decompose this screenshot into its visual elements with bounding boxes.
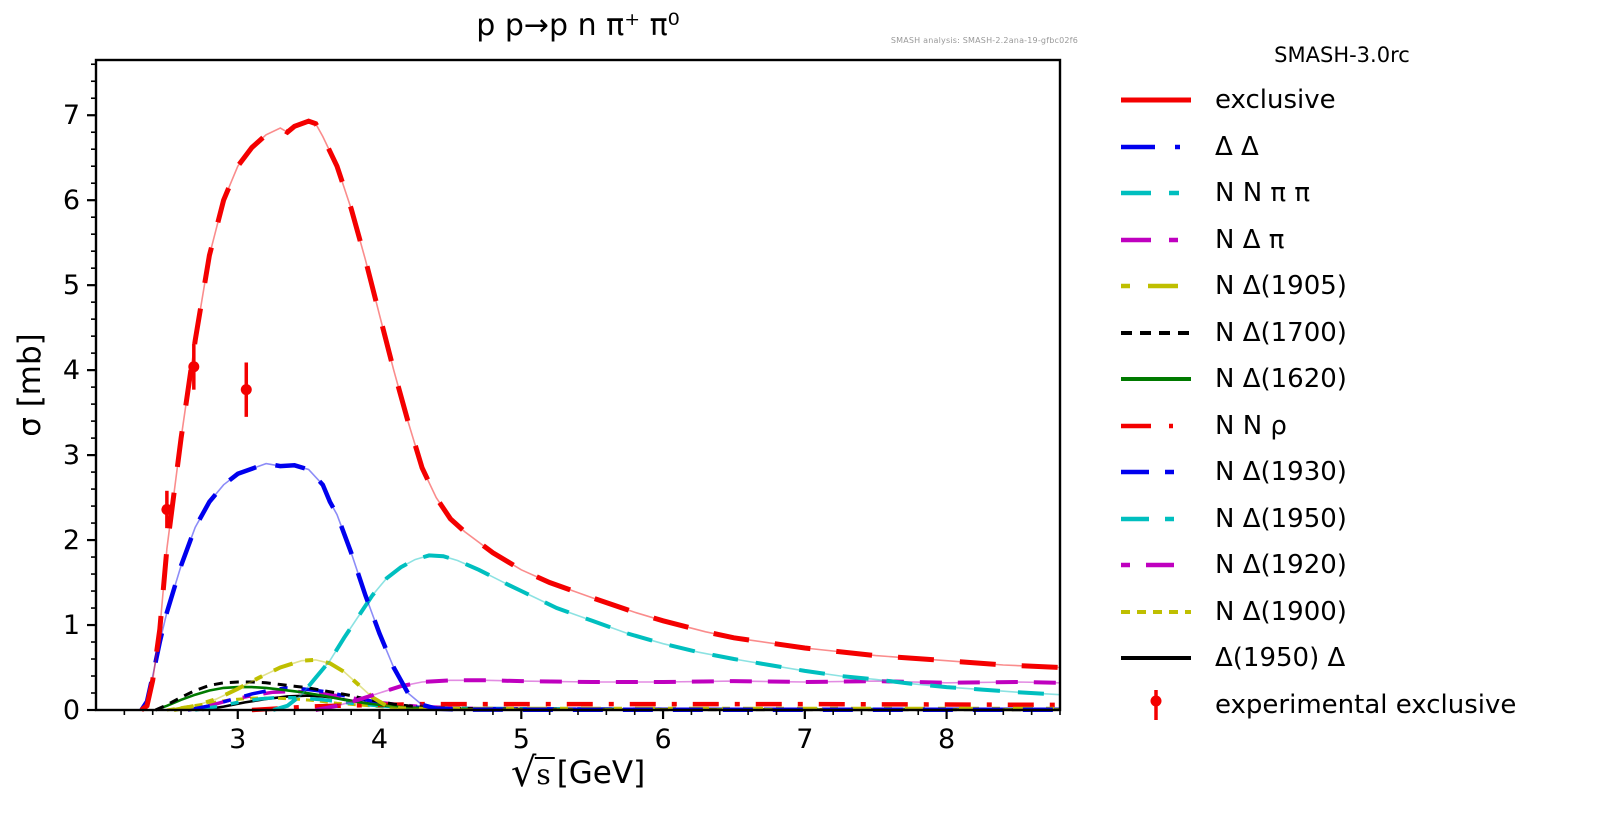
- legend-sample-nn-rho: [1121, 423, 1191, 428]
- legend: SMASH-3.0rc exclusive Δ Δ N N π π N Δ π N Δ(…: [1103, 40, 1581, 728]
- legend-label: N Δ(1620): [1215, 364, 1347, 395]
- legend-sample-n-delta-1900: [1121, 609, 1191, 614]
- data-marker: [188, 361, 200, 373]
- y-tick-label: 7: [63, 100, 80, 131]
- legend-label: N Δ(1900): [1215, 596, 1347, 627]
- x-tick-label: 8: [938, 724, 955, 755]
- experimental-point: [188, 343, 200, 390]
- legend-entry-n-delta-pi: N Δ π: [1103, 217, 1581, 264]
- series-exclusive-underlay-line: [140, 120, 1061, 711]
- legend-entry-delta-delta: Δ Δ: [1103, 124, 1581, 171]
- legend-entry-nn-pi-pi: N N π π: [1103, 170, 1581, 217]
- experimental-point: [161, 490, 173, 529]
- experimental-point: [240, 362, 252, 417]
- legend-entry-experimental-exclusive: experimental exclusive: [1103, 682, 1581, 729]
- x-tick-label: 6: [654, 724, 671, 755]
- y-tick-label: 6: [63, 185, 80, 216]
- series-delta-delta-underlay-line: [140, 462, 1060, 711]
- y-tick-label: 2: [63, 525, 80, 556]
- legend-entry-nn-rho: N N ρ: [1103, 403, 1581, 450]
- legend-label: Δ(1950) Δ: [1215, 643, 1346, 674]
- legend-sample-n-delta-1920: [1121, 563, 1191, 568]
- x-tick-label: 7: [796, 724, 813, 755]
- x-axis-label: √ s [GeV]: [511, 753, 645, 793]
- legend-label: N N ρ: [1215, 410, 1287, 441]
- sqrt-argument: s: [534, 757, 555, 789]
- y-tick-label: 5: [63, 270, 80, 301]
- legend-label: N Δ(1700): [1215, 317, 1347, 348]
- series-delta-delta: [139, 461, 1060, 712]
- series-exclusive-line: [139, 118, 1061, 712]
- legend-entry-exclusive: exclusive: [1103, 77, 1581, 124]
- sqrt-radical: √: [510, 750, 537, 796]
- legend-sample-n-delta-1950: [1121, 516, 1191, 521]
- legend-entry-n-delta-1900: N Δ(1900): [1103, 589, 1581, 636]
- legend-entry-n-delta-1950: N Δ(1950): [1103, 496, 1581, 543]
- legend-sample-delta-delta: [1121, 144, 1191, 149]
- data-marker: [161, 503, 173, 515]
- legend-entry-n-delta-1930: N Δ(1930): [1103, 449, 1581, 496]
- legend-sample-n-delta-pi: [1121, 237, 1191, 242]
- legend-sample-delta-1950-delta: [1121, 656, 1191, 661]
- legend-sample-n-delta-1905: [1121, 284, 1191, 289]
- series-delta-delta-line: [139, 461, 1060, 712]
- x-tick-label: 3: [229, 724, 246, 755]
- legend-entry-n-delta-1905: N Δ(1905): [1103, 263, 1581, 310]
- series-nn-rho-line: [251, 701, 1061, 713]
- series-nn-rho: [251, 701, 1061, 713]
- plot-title: p p→p n π⁺ π⁰: [476, 8, 680, 43]
- legend-label: N Δ π: [1215, 224, 1285, 255]
- legend-sample-n-delta-1620: [1121, 377, 1191, 382]
- y-tick-label: 0: [63, 695, 80, 726]
- y-tick-label: 3: [63, 440, 80, 471]
- legend-entry-delta-1950-delta: Δ(1950) Δ: [1103, 635, 1581, 682]
- series-n-delta-1700-line: [154, 680, 1061, 712]
- legend-entry-n-delta-1920: N Δ(1920): [1103, 542, 1581, 589]
- analysis-watermark: SMASH analysis: SMASH-2.2ana-19-gfbc02f6: [890, 36, 1078, 45]
- plot-frame: [94, 58, 1062, 712]
- legend-title: SMASH-3.0rc: [1274, 43, 1410, 67]
- legend-label: N Δ(1905): [1215, 271, 1347, 302]
- legend-sample-n-delta-1930: [1121, 470, 1191, 475]
- legend-entry-n-delta-1700: N Δ(1700): [1103, 310, 1581, 357]
- x-tick-label: 4: [371, 724, 388, 755]
- legend-label: N Δ(1930): [1215, 457, 1347, 488]
- marker-dot-icon: [1150, 695, 1162, 707]
- legend-label: experimental exclusive: [1215, 689, 1517, 720]
- x-tick-label: 5: [513, 724, 530, 755]
- series-nn-pi-pi: [272, 553, 1061, 712]
- series-n-delta-1905: [173, 657, 1060, 712]
- x-axis-unit: [GeV]: [556, 755, 646, 791]
- legend-label: N N π π: [1215, 178, 1310, 209]
- y-axis-label: σ [mb]: [12, 333, 48, 437]
- legend-label: N Δ(1920): [1215, 550, 1347, 581]
- series-n-delta-1905-line: [173, 657, 1060, 712]
- experimental-points: [161, 343, 252, 529]
- legend-label: N Δ(1950): [1215, 503, 1347, 534]
- y-tick-label: 4: [63, 355, 80, 386]
- axis-ticks: 3 4 5 6 7 8 0 1 2 3 4 5 6 7: [63, 63, 1061, 755]
- data-marker: [240, 384, 252, 396]
- series-nn-pi-pi-line: [272, 553, 1061, 712]
- legend-label: Δ Δ: [1215, 131, 1259, 162]
- legend-entry-n-delta-1620: N Δ(1620): [1103, 356, 1581, 403]
- legend-sample-exclusive: [1121, 97, 1191, 103]
- legend-sample-n-delta-1700: [1121, 330, 1191, 335]
- legend-entries: exclusive Δ Δ N N π π N Δ π N Δ(1905) N Δ(170…: [1103, 77, 1581, 728]
- legend-sample-nn-pi-pi: [1121, 191, 1191, 196]
- series-exclusive: [139, 118, 1061, 712]
- y-tick-label: 1: [63, 610, 80, 641]
- legend-label: exclusive: [1215, 85, 1336, 116]
- legend-sample-experimental-exclusive: [1150, 689, 1162, 720]
- series-n-delta-1700: [154, 680, 1061, 712]
